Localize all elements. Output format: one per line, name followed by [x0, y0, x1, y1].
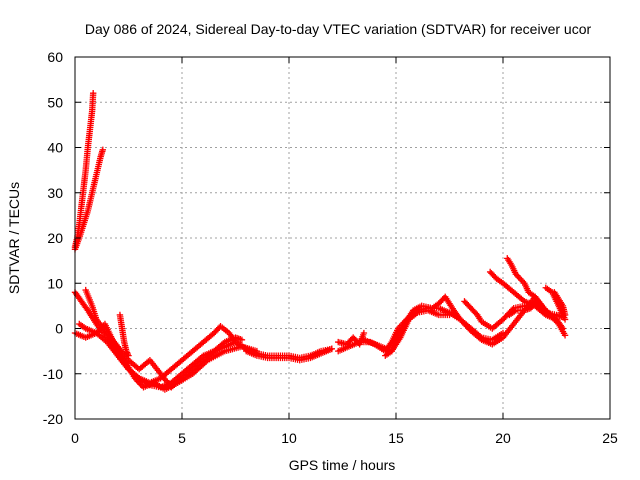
series-arc-q: [551, 289, 569, 319]
series-arc-a: [71, 289, 239, 386]
data-point: [99, 146, 107, 153]
data-point: [89, 90, 97, 97]
data-point: [561, 311, 569, 319]
axis-ticks: 0 5 10 15 20 25 -20 -10 0 10 20 30 40 50 60: [43, 49, 618, 446]
data-point: [538, 302, 545, 310]
series-arc-d: [82, 286, 246, 391]
y-tick-label: 10: [47, 275, 63, 291]
y-axis-label: SDTVAR / TECUs: [6, 182, 22, 294]
y-tick-label: 0: [55, 321, 63, 337]
series-arc-n: [504, 255, 569, 339]
chart-title: Day 086 of 2024, Sidereal Day-to-day VTE…: [85, 21, 592, 37]
data-point: [238, 336, 246, 344]
y-tick-label: -20: [43, 411, 63, 427]
x-tick-label: 0: [71, 430, 79, 446]
data-point: [328, 345, 335, 353]
data-point: [125, 352, 132, 359]
x-tick-label: 15: [388, 430, 404, 446]
series-arc-e: [116, 311, 132, 359]
y-tick-label: -10: [43, 366, 63, 382]
series-arc-g: [253, 345, 335, 362]
y-tick-label: 20: [47, 230, 63, 246]
gridlines: [75, 57, 610, 419]
x-tick-label: 5: [178, 430, 186, 446]
x-tick-label: 10: [281, 430, 297, 446]
x-axis-label: GPS time / hours: [289, 457, 396, 473]
data-point: [360, 329, 368, 337]
x-tick-label: 25: [602, 430, 618, 446]
y-tick-label: 50: [47, 94, 63, 110]
y-tick-label: 30: [47, 185, 63, 201]
x-tick-label: 20: [495, 430, 511, 446]
y-tick-label: 40: [47, 140, 63, 156]
y-tick-label: 60: [47, 49, 63, 65]
data-point: [561, 332, 569, 339]
series-arc-rise-b: [71, 146, 107, 253]
data-series: [71, 90, 569, 393]
series-arc-o: [506, 298, 545, 319]
